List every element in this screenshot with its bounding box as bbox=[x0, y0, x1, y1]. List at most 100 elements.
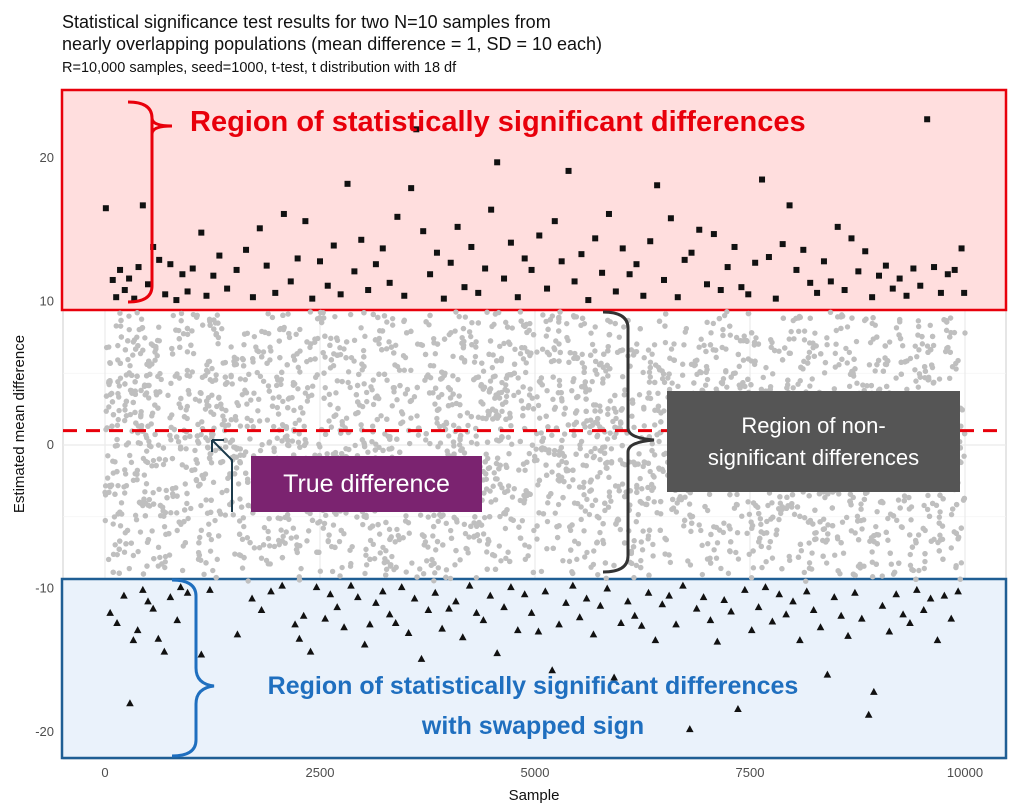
significant-square bbox=[184, 288, 191, 295]
nonsig-point bbox=[936, 514, 943, 520]
nonsig-point bbox=[135, 440, 142, 446]
nonsig-point bbox=[824, 342, 830, 348]
nonsig-point bbox=[465, 422, 471, 429]
nonsig-point bbox=[107, 360, 113, 366]
nonsig-point bbox=[203, 398, 210, 404]
nonsig-point bbox=[712, 347, 719, 353]
nonsig-point bbox=[222, 359, 228, 366]
nonsig-point bbox=[801, 515, 808, 521]
nonsig-point bbox=[149, 463, 155, 469]
nonsig-point bbox=[487, 338, 494, 344]
nonsig-point bbox=[208, 450, 214, 457]
significant-square bbox=[203, 292, 210, 299]
nonsig-point bbox=[116, 383, 123, 389]
nonsig-point bbox=[538, 375, 545, 381]
nonsig-point bbox=[581, 492, 587, 498]
nonsig-point bbox=[295, 386, 301, 392]
nonsig-point bbox=[656, 438, 662, 445]
nonsig-point bbox=[149, 528, 155, 534]
nonsig-point bbox=[186, 373, 193, 379]
nonsig-point bbox=[370, 541, 376, 548]
nonsig-point bbox=[157, 512, 164, 519]
nonsig-point bbox=[163, 487, 169, 494]
nonsig-point bbox=[301, 423, 307, 429]
nonsig-point bbox=[523, 360, 529, 366]
nonsig-point bbox=[360, 347, 367, 354]
nonsig-point bbox=[810, 521, 816, 527]
nonsig-point bbox=[205, 437, 211, 444]
nonsig-point bbox=[594, 433, 600, 440]
nonsig-point bbox=[138, 387, 144, 394]
nonsig-point bbox=[171, 426, 178, 433]
nonsig-point bbox=[476, 538, 483, 544]
significant-square bbox=[324, 282, 331, 289]
nonsig-point bbox=[503, 382, 509, 388]
nonsig-point bbox=[444, 448, 450, 454]
nonsig-point bbox=[907, 551, 913, 558]
nonsig-point bbox=[523, 321, 530, 328]
nonsig-point bbox=[216, 395, 222, 401]
nonsig-point bbox=[751, 339, 758, 346]
nonsig-point bbox=[280, 398, 286, 405]
significant-square bbox=[661, 276, 667, 283]
nonsig-point bbox=[266, 543, 273, 549]
nonsig-point bbox=[265, 535, 272, 542]
nonsig-point bbox=[838, 325, 844, 332]
nonsig-point bbox=[394, 363, 401, 370]
significant-triangle bbox=[679, 581, 687, 589]
nonsig-point bbox=[578, 504, 584, 510]
significant-triangle bbox=[720, 595, 728, 603]
nonsig-point bbox=[829, 505, 836, 511]
nonsig-point bbox=[237, 452, 244, 458]
nonsig-point bbox=[393, 564, 399, 571]
significant-triangle bbox=[899, 610, 907, 618]
nonsig-point bbox=[181, 507, 188, 513]
nonsig-point bbox=[618, 407, 625, 413]
nonsig-point bbox=[332, 313, 338, 320]
nonsig-point bbox=[543, 333, 550, 339]
nonsig-point bbox=[241, 554, 247, 561]
nonsig-point bbox=[224, 487, 230, 494]
significant-square bbox=[468, 243, 475, 250]
nonsig-point bbox=[615, 516, 621, 522]
nonsig-point bbox=[284, 513, 290, 520]
nonsig-point bbox=[687, 562, 694, 568]
nonsig-point bbox=[928, 538, 935, 544]
nonsig-point bbox=[914, 353, 920, 360]
nonsig-point bbox=[647, 374, 653, 380]
nonsig-point bbox=[661, 379, 668, 386]
nonsig-point bbox=[853, 338, 860, 345]
nonsig-point bbox=[152, 357, 158, 363]
nonsig-point bbox=[566, 483, 572, 490]
nonsig-point bbox=[589, 502, 595, 509]
nonsig-point bbox=[895, 497, 902, 503]
nonsig-point bbox=[520, 413, 526, 419]
nonsig-point bbox=[583, 396, 589, 402]
nonsig-point bbox=[576, 484, 583, 490]
nonsig-point bbox=[296, 431, 302, 437]
nonsig-point bbox=[559, 398, 565, 404]
upper-brace bbox=[127, 100, 173, 304]
significant-triangle bbox=[562, 598, 570, 606]
nonsig-point bbox=[182, 434, 188, 441]
nonsig-point bbox=[118, 317, 124, 324]
nonsig-point bbox=[455, 376, 461, 383]
nonsig-point bbox=[260, 349, 267, 355]
significant-square bbox=[344, 180, 351, 187]
nonsig-point bbox=[463, 545, 469, 552]
nonsig-point bbox=[479, 360, 485, 366]
nonsig-point bbox=[847, 371, 854, 378]
nonsig-point bbox=[156, 456, 163, 462]
nonsig-point bbox=[750, 565, 757, 571]
nonsig-point bbox=[117, 538, 123, 544]
nonsig-point bbox=[590, 454, 597, 461]
nonsig-point bbox=[251, 545, 258, 551]
significant-square bbox=[903, 292, 910, 299]
nonsig-point bbox=[103, 393, 110, 399]
nonsig-point bbox=[806, 540, 812, 546]
nonsig-point bbox=[430, 363, 437, 369]
nonsig-point bbox=[907, 355, 914, 362]
nonsig-point bbox=[241, 331, 248, 337]
nonsig-point bbox=[930, 380, 937, 386]
